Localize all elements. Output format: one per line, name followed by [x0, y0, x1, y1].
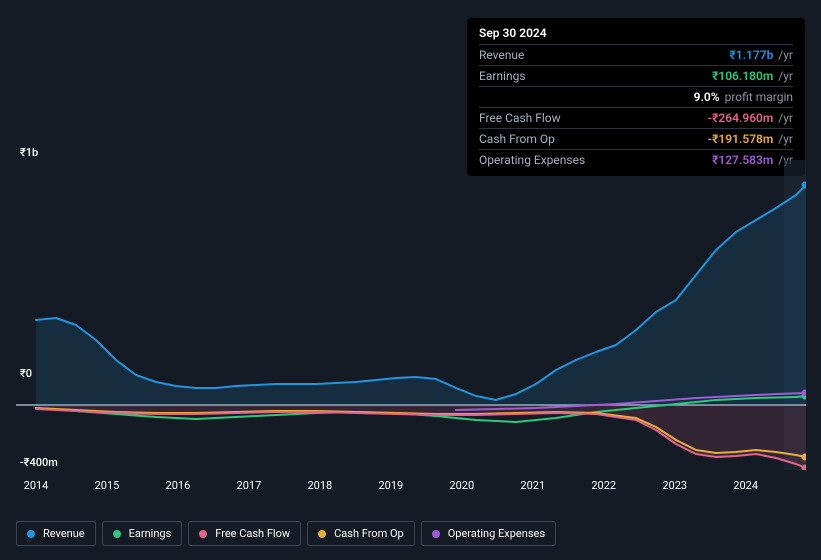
xtick-label: 2014	[24, 479, 49, 492]
tooltip-rows: Revenue ₹1.177b /yr Earnings ₹106.180m /yr 9…	[479, 44, 793, 170]
legend-label: Cash From Op	[334, 527, 404, 540]
tooltip-value: ₹1.177b /yr	[729, 48, 793, 62]
xtick-label: 2023	[662, 479, 687, 492]
xtick-label: 2020	[449, 479, 474, 492]
xtick-label: 2021	[520, 479, 545, 492]
tooltip-label: Free Cash Flow	[479, 111, 561, 125]
tooltip-value: 9.0% profit margin	[694, 90, 793, 104]
tooltip-value: ₹106.180m /yr	[712, 69, 793, 83]
legend-item-operating-expenses[interactable]: Operating Expenses	[421, 521, 556, 546]
ytick-label: -₹400m	[20, 456, 58, 469]
xtick-label: 2015	[95, 479, 120, 492]
legend-item-free-cash-flow[interactable]: Free Cash Flow	[188, 521, 301, 546]
tooltip-date: Sep 30 2024	[479, 26, 793, 44]
legend-label: Earnings	[129, 527, 172, 540]
tooltip-label: Revenue	[479, 48, 524, 62]
xtick-label: 2018	[307, 479, 332, 492]
legend-swatch	[27, 530, 35, 538]
tooltip-row: Cash From Op -₹191.578m /yr	[479, 128, 793, 149]
tooltip-card: Sep 30 2024 Revenue ₹1.177b /yr Earnings ₹1…	[467, 18, 805, 176]
legend-item-revenue[interactable]: Revenue	[16, 521, 96, 546]
xtick-label: 2019	[378, 479, 403, 492]
tooltip-row: Earnings ₹106.180m /yr	[479, 65, 793, 86]
legend: Revenue Earnings Free Cash Flow Cash From O…	[16, 521, 556, 546]
tooltip-label: Earnings	[479, 69, 526, 83]
tooltip-label: Cash From Op	[479, 132, 555, 146]
legend-item-cash-from-op[interactable]: Cash From Op	[307, 521, 415, 546]
legend-swatch	[318, 530, 326, 538]
legend-item-earnings[interactable]: Earnings	[102, 521, 183, 546]
xtick-label: 2016	[166, 479, 191, 492]
legend-label: Revenue	[43, 527, 85, 540]
chart-area: ₹1b₹0-₹400m 2014201520162017201820192020…	[16, 160, 806, 470]
legend-label: Free Cash Flow	[215, 527, 290, 540]
legend-swatch	[199, 530, 207, 538]
line-chart	[16, 160, 806, 470]
ytick-label: ₹1b	[20, 146, 38, 159]
tooltip-row: 9.0% profit margin	[479, 86, 793, 107]
tooltip-row: Revenue ₹1.177b /yr	[479, 44, 793, 65]
legend-swatch	[113, 530, 121, 538]
xtick-label: 2024	[733, 479, 758, 492]
tooltip-value: -₹264.960m /yr	[708, 111, 793, 125]
legend-label: Operating Expenses	[448, 527, 545, 540]
tooltip-row: Free Cash Flow -₹264.960m /yr	[479, 107, 793, 128]
xtick-label: 2017	[237, 479, 262, 492]
ytick-label: ₹0	[20, 367, 32, 380]
tooltip-value: -₹191.578m /yr	[708, 132, 793, 146]
xtick-label: 2022	[591, 479, 616, 492]
legend-swatch	[432, 530, 440, 538]
